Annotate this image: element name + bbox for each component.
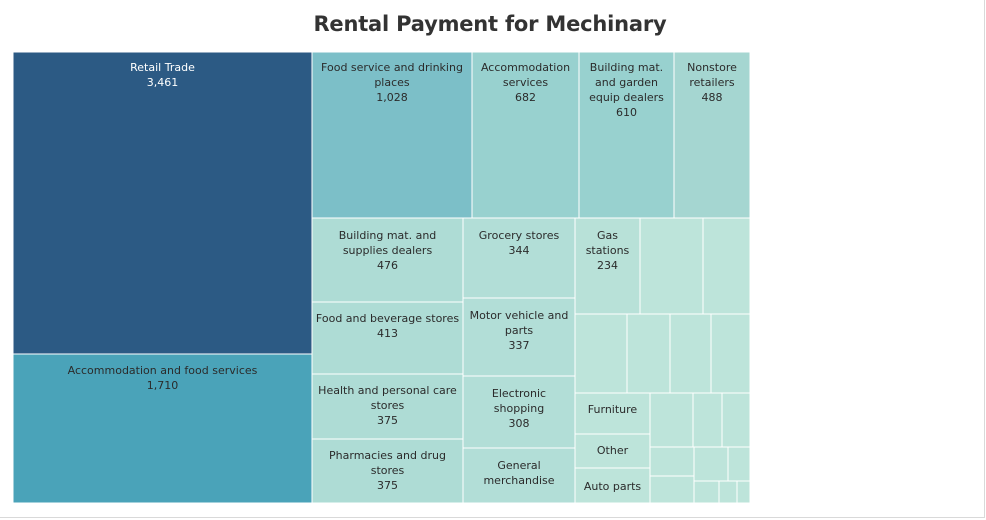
treemap-cell-label: and garden (595, 76, 658, 89)
treemap-cell-label: retailers (689, 76, 735, 89)
treemap-cell-value: 488 (702, 91, 723, 104)
treemap-cell-label: stores (371, 399, 405, 412)
treemap-cell-small[interactable] (710, 313, 751, 394)
treemap-cell-value: 1,028 (376, 91, 408, 104)
treemap-cell-label: places (374, 76, 410, 89)
treemap-cell-small[interactable] (693, 446, 729, 482)
treemap-cell-small[interactable] (718, 480, 738, 504)
treemap-cell-label: Health and personal care (318, 384, 457, 397)
treemap-cell[interactable] (673, 51, 751, 219)
treemap-cell-label: Motor vehicle and (470, 309, 569, 322)
treemap-cell-value: 610 (616, 106, 637, 119)
treemap-cell[interactable] (311, 438, 464, 504)
treemap-cell-value: 682 (515, 91, 536, 104)
treemap-cell-small[interactable] (727, 446, 751, 482)
treemap-cell-label: services (503, 76, 548, 89)
treemap-cell-label: Food service and drinking (321, 61, 463, 74)
treemap-cell-label: Nonstore (687, 61, 737, 74)
treemap-cell-value: 344 (509, 244, 530, 257)
treemap-cell-small[interactable] (669, 313, 712, 394)
treemap-cell-label: parts (505, 324, 534, 337)
treemap-cell-small[interactable] (649, 392, 694, 448)
treemap-cell[interactable] (462, 375, 576, 449)
treemap-cell-label: Auto parts (584, 480, 642, 493)
treemap-cell-value: 375 (377, 414, 398, 427)
treemap-cell[interactable] (574, 217, 641, 315)
treemap-cell[interactable] (462, 297, 576, 377)
treemap-cell-label: Pharmacies and drug (329, 449, 446, 462)
treemap-cell-label: supplies dealers (343, 244, 433, 257)
treemap-cell[interactable] (462, 447, 576, 504)
treemap-cell-label: stores (371, 464, 405, 477)
treemap-cell-value: 375 (377, 479, 398, 492)
treemap-cell-label: shopping (494, 402, 544, 415)
treemap-cell[interactable] (471, 51, 580, 219)
treemap-cell[interactable] (574, 433, 651, 469)
treemap-cell-small[interactable] (702, 217, 751, 315)
treemap-cell-label: Accommodation and food services (68, 364, 258, 377)
treemap-cell[interactable] (578, 51, 675, 219)
treemap-cell-value: 308 (509, 417, 530, 430)
treemap-cell-label: Food and beverage stores (316, 312, 459, 325)
treemap-cell-small[interactable] (736, 480, 751, 504)
treemap-cell-label: Building mat. and (339, 229, 437, 242)
treemap-cell-label: Gas (597, 229, 618, 242)
treemap-cell-small[interactable] (639, 217, 704, 315)
treemap-cell-small[interactable] (626, 313, 671, 394)
treemap-cell-small[interactable] (721, 392, 751, 448)
treemap-cell-label: merchandise (483, 474, 554, 487)
treemap-cell-value: 3,461 (147, 76, 179, 89)
treemap-cell-value: 476 (377, 259, 398, 272)
treemap-cell-value: 1,710 (147, 379, 179, 392)
treemap-cell-value: 413 (377, 327, 398, 340)
treemap-cell-label: Other (597, 444, 629, 457)
treemap-cell[interactable] (12, 353, 313, 504)
treemap-cell[interactable] (311, 301, 464, 375)
treemap-cell[interactable] (311, 51, 473, 219)
treemap-cell-label: stations (586, 244, 630, 257)
treemap-cell-small[interactable] (692, 392, 723, 448)
treemap-cell-label: Building mat. (590, 61, 663, 74)
treemap-cell-label: equip dealers (589, 91, 664, 104)
treemap-cell[interactable] (311, 373, 464, 440)
chart-title: Rental Payment for Mechinary (313, 12, 667, 36)
treemap-cell[interactable] (574, 467, 651, 504)
treemap-cell-label: Accommodation (481, 61, 570, 74)
treemap-cell[interactable] (574, 392, 651, 435)
treemap-cell-value: 337 (509, 339, 530, 352)
treemap-cell-label: Furniture (588, 403, 638, 416)
treemap-cell-label: Retail Trade (130, 61, 195, 74)
treemap-cell[interactable] (12, 51, 313, 355)
treemap-cell-label: Electronic (492, 387, 546, 400)
treemap-cell-value: 234 (597, 259, 618, 272)
treemap-cell-label: General (497, 459, 540, 472)
treemap-cell-small[interactable] (574, 313, 628, 394)
treemap-cell-small[interactable] (649, 475, 695, 504)
treemap-cell-label: Grocery stores (479, 229, 560, 242)
treemap-cell-small[interactable] (649, 446, 695, 477)
treemap-cell-small[interactable] (693, 480, 720, 504)
